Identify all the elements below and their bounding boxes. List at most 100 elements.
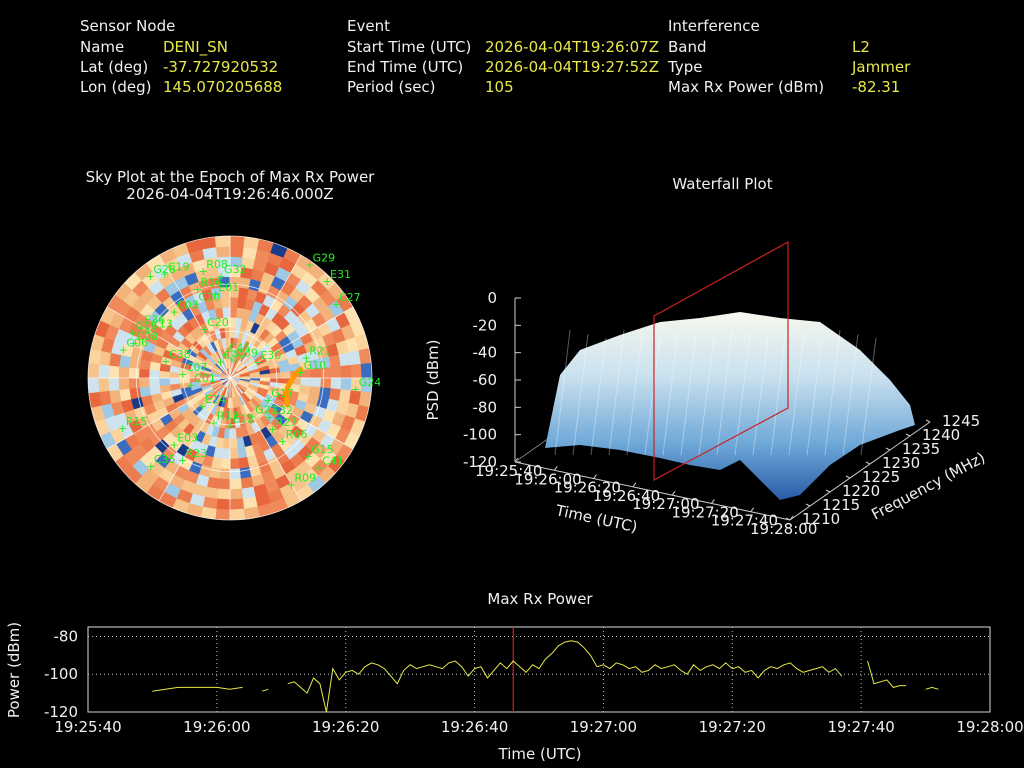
interference-type-value: Jammer — [852, 58, 911, 76]
power-xtick-label: 19:26:40 — [441, 718, 508, 736]
power-line-segment — [925, 686, 939, 690]
interference-band-value: L2 — [852, 38, 870, 56]
heat-cell — [229, 236, 246, 248]
time-tick-label: 19:28:00 — [750, 520, 817, 538]
jammer-track — [283, 366, 303, 408]
heat-cell — [88, 377, 100, 394]
satellite-label: R16 — [201, 276, 223, 289]
satellite-marker: + — [268, 423, 277, 436]
sky-spoke — [158, 254, 231, 379]
event-end-value: 2026-04-04T19:27:52Z — [485, 58, 659, 76]
freq-tick-label: 1225 — [862, 468, 900, 486]
surface-ridge — [806, 337, 823, 456]
satellite-marker: + — [322, 275, 331, 288]
event-end-label: End Time (UTC) — [347, 58, 464, 76]
waterfall-marker-plane — [653, 240, 789, 482]
heat-cell — [300, 377, 312, 387]
z-tick-label: -40 — [473, 344, 498, 362]
satellite-label: R13 — [217, 409, 239, 422]
satellite-marker: + — [137, 321, 146, 334]
waterfall-surface — [545, 312, 915, 500]
heat-cell — [238, 457, 250, 470]
satellite-marker: + — [216, 356, 225, 369]
satellite-marker: + — [193, 283, 202, 296]
satellite-label: E12 — [233, 412, 254, 425]
heat-cell — [280, 371, 292, 379]
surface-ridge — [824, 329, 841, 456]
satellite-label: C27 — [339, 291, 361, 304]
satellite-label: E36 — [144, 314, 165, 327]
satellite-label: G24 — [359, 376, 380, 389]
time-tick-label: 19:27:00 — [632, 495, 699, 513]
freq-tick — [885, 447, 891, 451]
event-period-value: 105 — [485, 78, 514, 96]
power-frame — [87, 626, 991, 713]
heat-cell — [128, 377, 140, 389]
satellite-label: G15 — [311, 443, 334, 456]
satellite-marker: + — [209, 416, 218, 429]
event-period-label: Period (sec) — [347, 78, 436, 96]
satellite-marker: + — [170, 306, 179, 319]
psd-surface — [545, 312, 915, 500]
heat-cell — [229, 448, 239, 460]
freq-tick-label: 1235 — [902, 440, 940, 458]
surface-ridge — [626, 333, 643, 456]
freq-tick-label: 1210 — [802, 510, 840, 528]
satellite-label: R09 — [295, 472, 317, 485]
heat-cell — [229, 488, 244, 501]
heat-cell — [340, 377, 353, 392]
surface-ridge — [770, 329, 787, 456]
freq-tick — [825, 489, 831, 493]
surface-ridge — [716, 329, 733, 456]
heat-cell — [229, 508, 246, 520]
satellite-marker: + — [211, 288, 220, 301]
heat-cell — [214, 236, 231, 248]
heat-cell — [128, 387, 142, 400]
sensor-lat-value: -37.727920532 — [163, 58, 279, 76]
interference-power-label: Max Rx Power (dBm) — [668, 78, 825, 96]
sensor-lat-label: Lat (deg) — [80, 58, 149, 76]
power-xtick-label: 19:27:40 — [827, 718, 894, 736]
heat-cell — [229, 438, 238, 450]
heat-cell — [330, 365, 342, 379]
heat-cell — [269, 372, 282, 379]
sensor-lon-value: 145.070205688 — [163, 78, 283, 96]
satellite-marker: + — [119, 343, 128, 356]
heat-cell — [148, 369, 160, 379]
event-start-value: 2026-04-04T19:26:07Z — [485, 38, 659, 56]
marker-plane — [653, 240, 789, 482]
power-ytick-label: -80 — [54, 627, 79, 645]
time-tick-label: 19:27:40 — [711, 512, 778, 530]
satellite-marker: + — [315, 461, 324, 474]
surface-ridge — [554, 329, 571, 456]
time-tick — [671, 490, 676, 496]
sky-spoke — [158, 377, 231, 502]
satellite-marker: + — [191, 298, 200, 311]
satellite-layer: +G29+E31+C27+G28+C19 +R08+G32+R16+E01+C10… — [118, 251, 380, 491]
satellite-marker: + — [118, 422, 127, 435]
heat-cell — [320, 377, 332, 389]
heat-cell — [229, 458, 240, 470]
power-xtick-label: 19:27:00 — [570, 718, 637, 736]
satellite-marker: + — [146, 270, 155, 283]
heat-cell — [148, 377, 160, 387]
jammer-track-line — [283, 366, 303, 408]
heat-cell — [138, 386, 151, 398]
satellite-label: G23 — [255, 403, 278, 416]
heat-cell — [220, 458, 231, 470]
satellite-label: G28 — [153, 263, 176, 276]
surface-ridge — [572, 333, 589, 456]
freq-tick-label: 1215 — [822, 496, 860, 514]
satellite-marker: + — [264, 394, 273, 407]
surface-ridge — [752, 337, 769, 456]
satellite-label: E01 — [218, 281, 239, 294]
satellite-marker: + — [178, 454, 187, 467]
satellite-marker: + — [199, 265, 208, 278]
heat-cell — [217, 478, 231, 490]
heat-cell — [259, 373, 271, 379]
heat-cell — [360, 362, 372, 379]
power-line-segment — [867, 660, 907, 688]
satellite-label: R15 — [126, 415, 148, 428]
satellite-label: E31 — [330, 268, 351, 281]
